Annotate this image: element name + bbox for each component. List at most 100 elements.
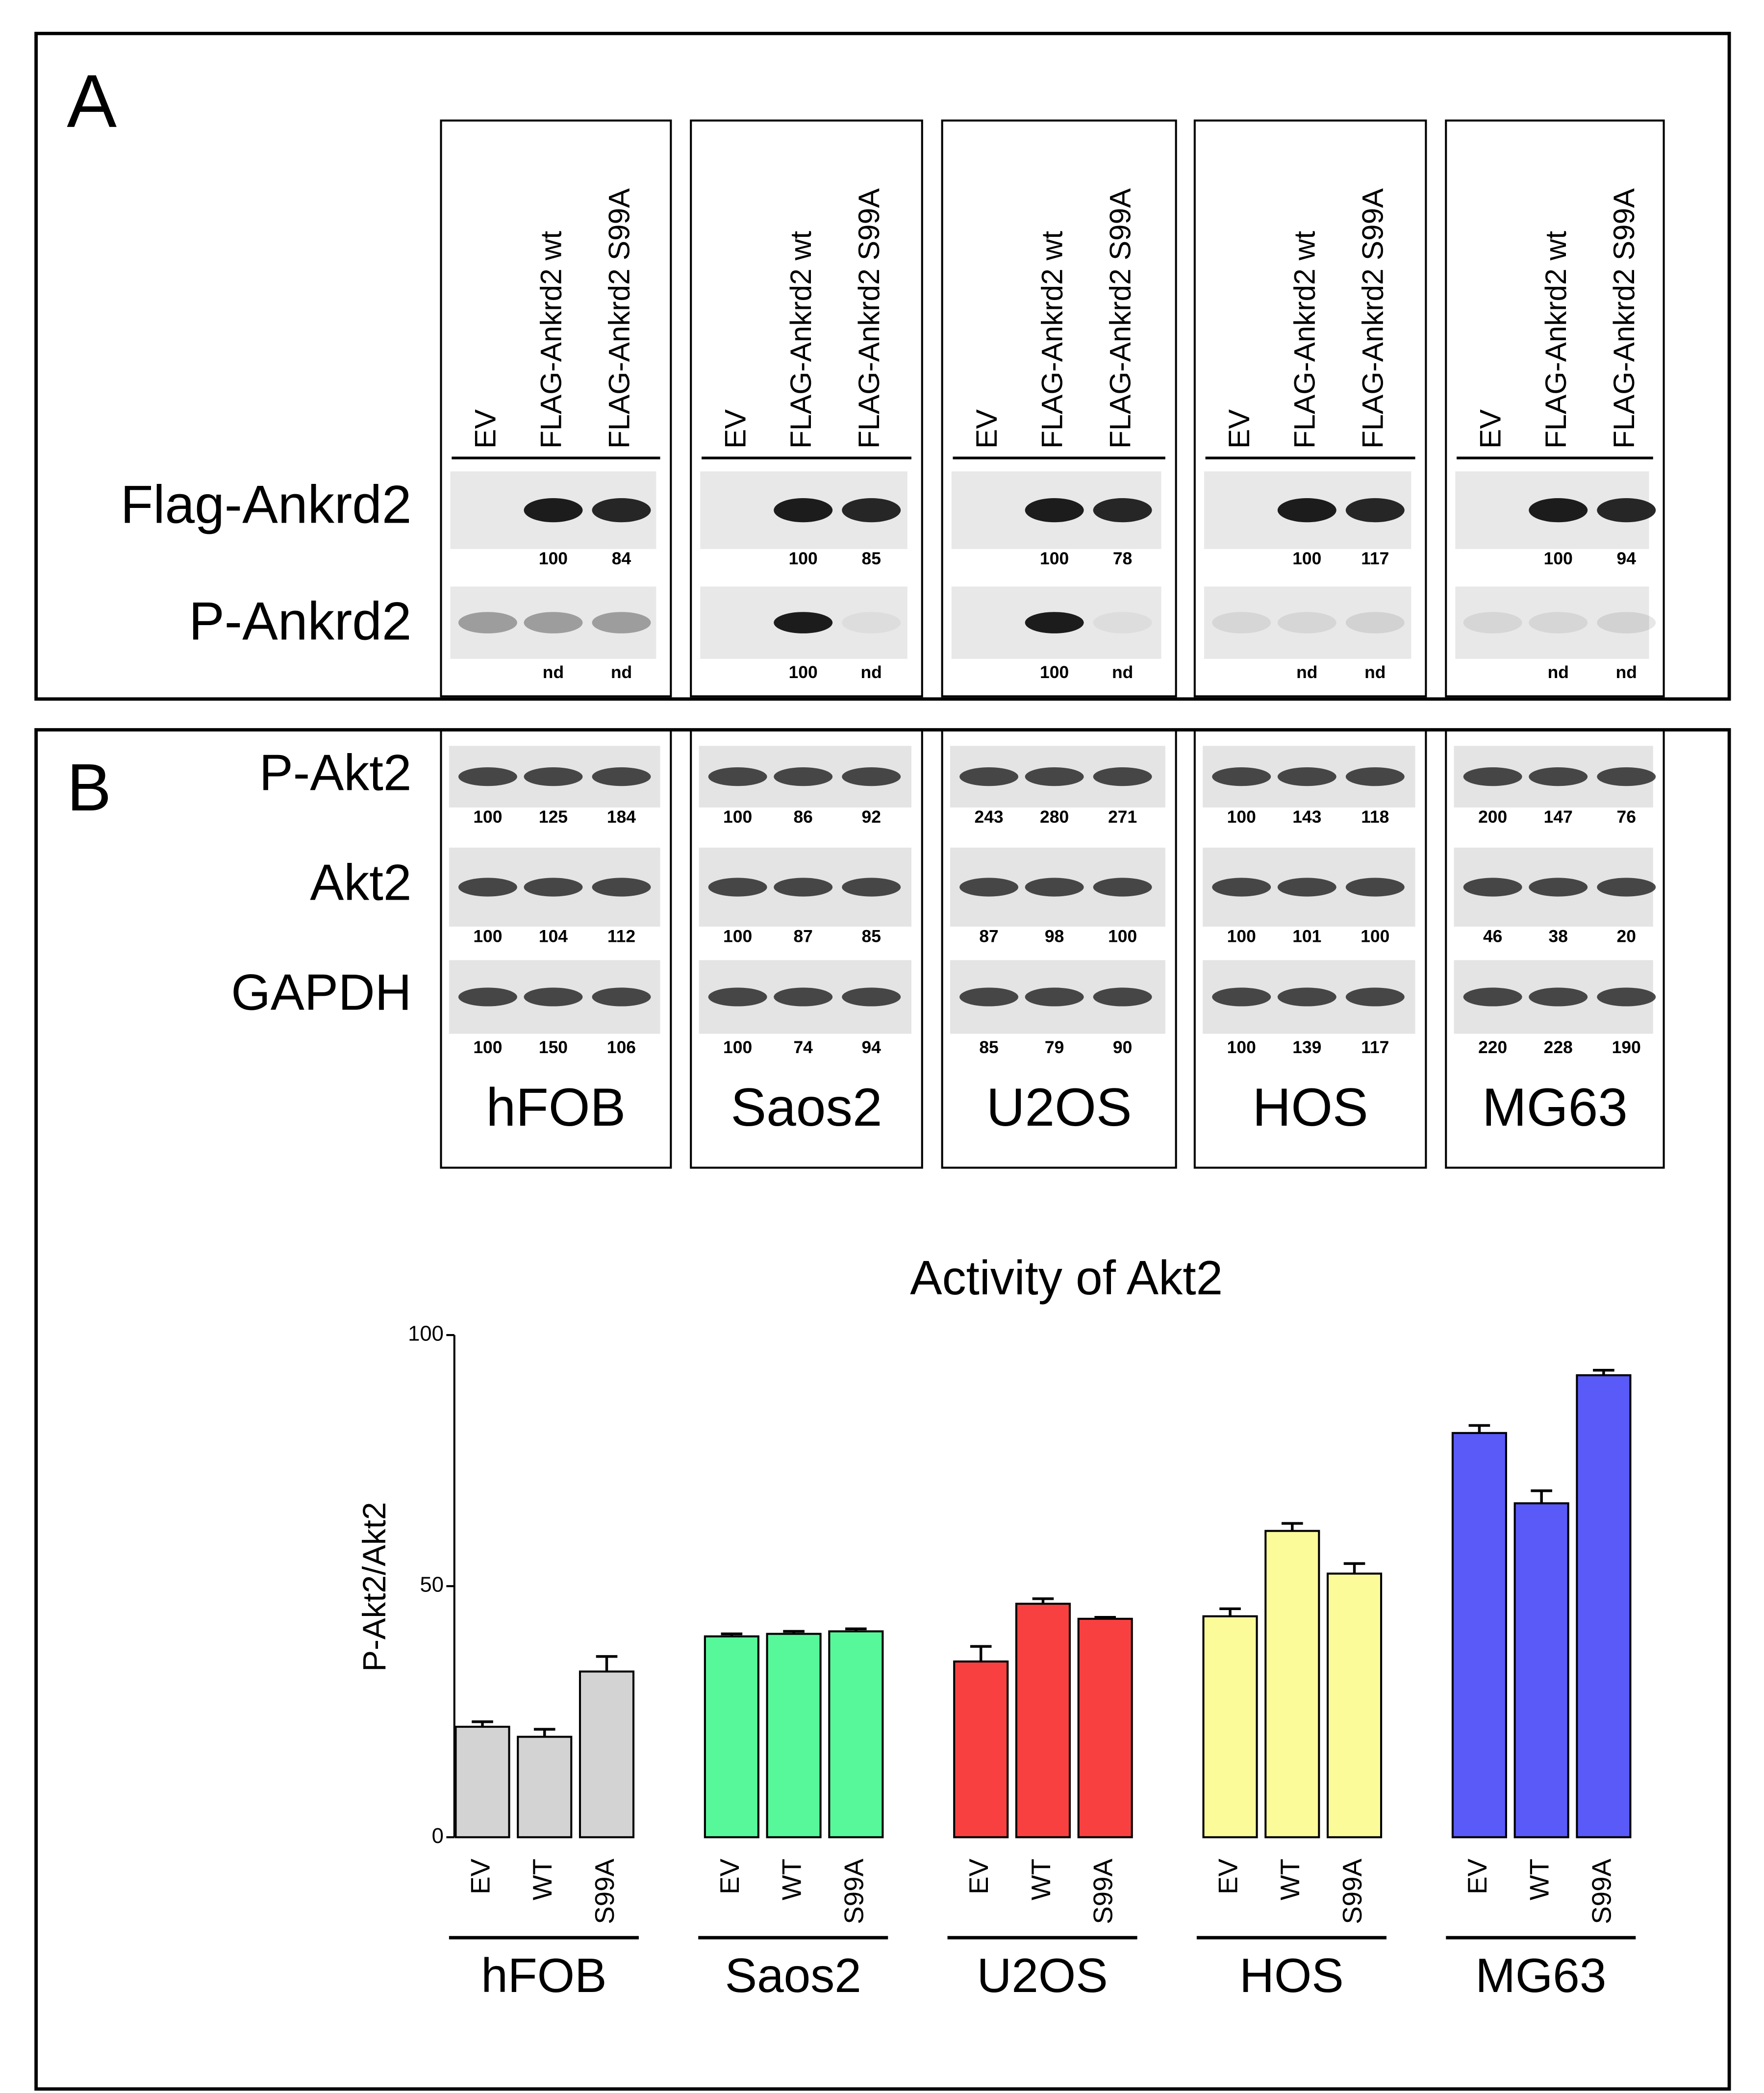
- quant-label: 100: [789, 662, 818, 682]
- lane-label: EV: [1474, 409, 1507, 449]
- quant-label: 100: [723, 926, 752, 946]
- blot-band: [1025, 987, 1084, 1007]
- quant-label: 100: [1227, 926, 1256, 946]
- quant-label: nd: [1548, 662, 1569, 682]
- quant-label: 190: [1612, 1037, 1641, 1057]
- quant-label: 100: [473, 926, 502, 946]
- lane-label: FLAG-Ankrd2 wt: [534, 231, 567, 449]
- blot-band: [524, 767, 583, 786]
- lane-label: EV: [1223, 409, 1256, 449]
- quant-label: nd: [543, 662, 564, 682]
- quant-label: 280: [1040, 807, 1069, 827]
- blot-band: [1345, 498, 1405, 523]
- blot-band: [1025, 498, 1084, 523]
- blot-band: [708, 878, 767, 897]
- blot-band: [1093, 767, 1152, 786]
- bar: [1077, 1617, 1133, 1839]
- lane-label: FLAG-Ankrd2 wt: [784, 231, 817, 449]
- quant-label: 86: [793, 807, 812, 827]
- bar: [704, 1635, 759, 1839]
- blot-band: [458, 987, 517, 1007]
- quant-label: 79: [1045, 1037, 1064, 1057]
- quant-label: 118: [1361, 807, 1389, 827]
- lane-label: EV: [970, 409, 1003, 449]
- quant-label: 46: [1483, 926, 1502, 946]
- bar: [454, 1725, 510, 1839]
- cell-line-label: MG63: [1482, 1078, 1628, 1137]
- chart-title: Activity of Akt2: [910, 1251, 1223, 1305]
- quant-label: nd: [1616, 662, 1637, 682]
- y-tick-label: 50: [420, 1573, 443, 1597]
- lane-box: [1445, 729, 1665, 1169]
- lane-box: [941, 729, 1177, 1169]
- blot-band: [592, 612, 651, 633]
- bar: [1513, 1502, 1569, 1839]
- blot-band: [842, 767, 901, 786]
- lane-label: FLAG-Ankrd2 S99A: [853, 188, 885, 449]
- quant-label: 117: [1361, 1037, 1389, 1057]
- quant-label: 84: [612, 549, 631, 568]
- x-tick-label: EV: [715, 1858, 745, 1894]
- blot-band: [959, 878, 1019, 897]
- lane-label: EV: [719, 409, 752, 449]
- quant-label: 184: [607, 807, 636, 827]
- blot-band: [1277, 767, 1336, 786]
- quant-label: 98: [1045, 926, 1064, 946]
- x-tick-label: WT: [1026, 1859, 1056, 1900]
- quant-label: 100: [789, 549, 818, 568]
- quant-label: nd: [1364, 662, 1386, 682]
- blot-band: [1529, 987, 1588, 1007]
- x-tick-label: EV: [465, 1858, 495, 1894]
- y-axis-label: P-Akt2/Akt2: [356, 1502, 392, 1672]
- group-label: Saos2: [725, 1948, 861, 2002]
- blot-band: [524, 498, 583, 523]
- bar: [1576, 1374, 1632, 1839]
- quant-label: 94: [861, 1037, 881, 1057]
- group-label: MG63: [1475, 1948, 1606, 2002]
- bar: [953, 1660, 1009, 1839]
- blot-band: [1597, 878, 1656, 897]
- blot-band: [524, 612, 583, 633]
- blot-band: [842, 498, 901, 523]
- lane-box: [440, 729, 672, 1169]
- quant-label: 90: [1113, 1037, 1132, 1057]
- group-label: HOS: [1239, 1948, 1344, 2002]
- quant-label: 100: [1227, 1037, 1256, 1057]
- x-tick-label: S99A: [590, 1858, 620, 1924]
- quant-label: 139: [1292, 1037, 1321, 1057]
- quant-label: 94: [1617, 549, 1637, 568]
- lane-label: FLAG-Ankrd2 S99A: [1608, 188, 1640, 449]
- bar: [1202, 1615, 1258, 1839]
- quant-label: nd: [1296, 662, 1317, 682]
- blot-band: [1093, 878, 1152, 897]
- quant-label: 100: [723, 807, 752, 827]
- lane-box: [1445, 119, 1665, 698]
- blot-band: [524, 987, 583, 1007]
- row-label: GAPDH: [231, 963, 411, 1020]
- blot: [1204, 586, 1411, 659]
- quant-label: 38: [1549, 926, 1568, 946]
- quant-label: 125: [539, 807, 568, 827]
- quant-label: 150: [539, 1037, 568, 1057]
- bar: [828, 1630, 884, 1839]
- blot-band: [1463, 767, 1522, 786]
- lane-label: EV: [469, 409, 502, 449]
- quant-label: 100: [1108, 926, 1137, 946]
- bar: [517, 1736, 573, 1839]
- quant-label: 100: [539, 549, 568, 568]
- blot-band: [1025, 612, 1084, 633]
- cell-line-label: Saos2: [731, 1078, 882, 1137]
- y-tick-label: 0: [432, 1824, 444, 1848]
- quant-label: 117: [1361, 549, 1389, 568]
- blot-band: [959, 767, 1019, 786]
- blot-band: [842, 612, 901, 633]
- blot-band: [1597, 612, 1656, 633]
- x-tick-label: WT: [1525, 1859, 1555, 1900]
- quant-label: 101: [1292, 926, 1321, 946]
- x-tick-label: WT: [528, 1859, 557, 1900]
- blot-band: [1025, 767, 1084, 786]
- blot-band: [774, 612, 833, 633]
- bar: [766, 1633, 822, 1839]
- row-label: Flag-Ankrd2: [121, 475, 412, 535]
